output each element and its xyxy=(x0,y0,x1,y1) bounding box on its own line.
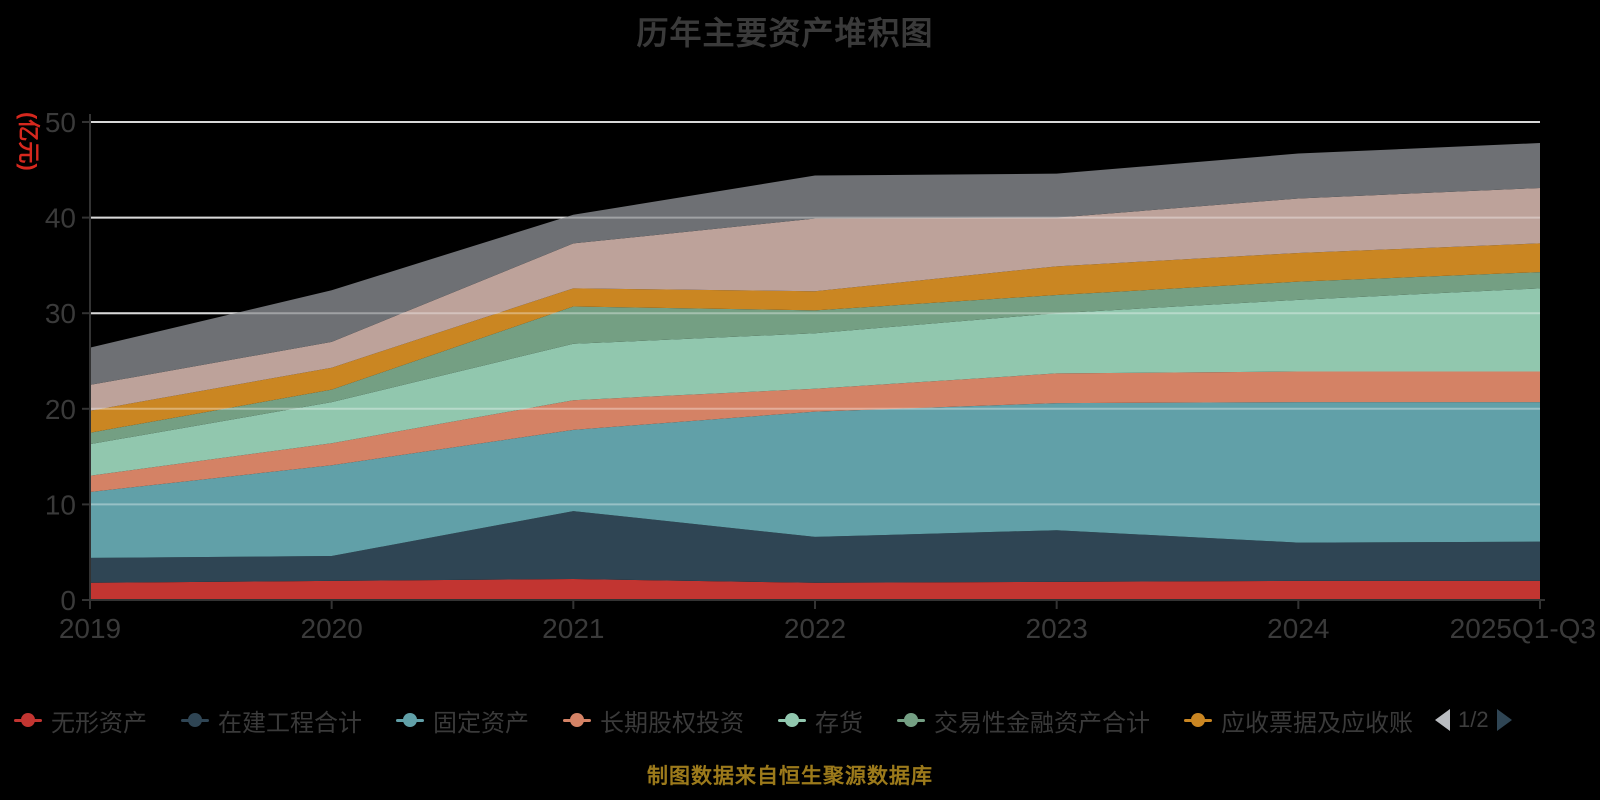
area-series-9 xyxy=(90,143,1540,385)
legend-marker-icon xyxy=(563,712,591,728)
legend-page-indicator: 1/2 xyxy=(1458,707,1489,732)
data-source-note: 制图数据来自恒生聚源数据库 xyxy=(647,765,933,788)
legend-item-label: 在建工程合计 xyxy=(218,709,362,737)
legend-item-label: 存货 xyxy=(815,709,863,737)
legend-next-icon[interactable] xyxy=(1496,709,1512,731)
legend-marker-icon xyxy=(897,712,925,728)
legend-marker-icon xyxy=(1184,712,1212,728)
x-axis-label: 2021 xyxy=(542,613,604,644)
legend-marker-icon xyxy=(778,712,806,728)
area-固定资产 xyxy=(90,402,1540,558)
legend-prev-icon[interactable] xyxy=(1435,709,1450,731)
legend-item-1[interactable]: 无形资产 xyxy=(14,703,147,738)
x-axis-label: 2022 xyxy=(784,613,846,644)
legend-item-label: 无形资产 xyxy=(51,709,147,737)
legend-pager: 1/2 xyxy=(1435,707,1512,733)
legend-items: 无形资产 在建工程合计 固定资产 长期股权投资 存货 交易性金融资产合计 应收票据及应收账 xyxy=(14,703,1413,738)
y-tick-label: 30 xyxy=(45,298,76,329)
area-交易性金融资产合计 xyxy=(90,272,1540,445)
legend-item-3[interactable]: 固定资产 xyxy=(396,703,529,738)
legend-item-2[interactable]: 在建工程合计 xyxy=(181,703,362,738)
y-tick-label: 20 xyxy=(45,394,76,425)
legend-marker-icon xyxy=(14,712,42,728)
area-series-8 xyxy=(90,187,1540,411)
y-tick-label: 0 xyxy=(60,585,76,616)
x-axis-label: 2025Q1-Q3 xyxy=(1450,613,1596,644)
x-axis-label: 2019 xyxy=(59,613,121,644)
area-应收票据及应收账 xyxy=(90,243,1540,433)
x-axis-label: 2023 xyxy=(1026,613,1088,644)
chart-title: 历年主要资产堆积图 xyxy=(636,15,934,51)
y-tick-label: 10 xyxy=(45,489,76,520)
x-axis-label: 2024 xyxy=(1267,613,1329,644)
legend-item-label: 交易性金融资产合计 xyxy=(934,709,1150,737)
area-无形资产 xyxy=(90,578,1540,600)
legend-item-7[interactable]: 应收票据及应收账 xyxy=(1184,703,1413,738)
area-在建工程合计 xyxy=(90,511,1540,583)
y-tick-label: 40 xyxy=(45,203,76,234)
area-存货 xyxy=(90,288,1540,476)
legend-item-5[interactable]: 存货 xyxy=(778,703,863,738)
legend-item-6[interactable]: 交易性金融资产合计 xyxy=(897,703,1150,738)
legend-item-label: 固定资产 xyxy=(433,709,529,737)
legend-marker-icon xyxy=(396,712,424,728)
y-tick-label: 50 xyxy=(45,107,76,138)
area-长期股权投资 xyxy=(90,371,1540,492)
legend: 无形资产 在建工程合计 固定资产 长期股权投资 存货 交易性金融资产合计 应收票据及应收账 … xyxy=(14,700,1590,740)
legend-item-label: 长期股权投资 xyxy=(600,709,744,737)
legend-item-4[interactable]: 长期股权投资 xyxy=(563,703,744,738)
legend-marker-icon xyxy=(181,712,209,728)
legend-item-label: 应收票据及应收账 xyxy=(1221,709,1413,737)
x-axis-label: 2020 xyxy=(301,613,363,644)
